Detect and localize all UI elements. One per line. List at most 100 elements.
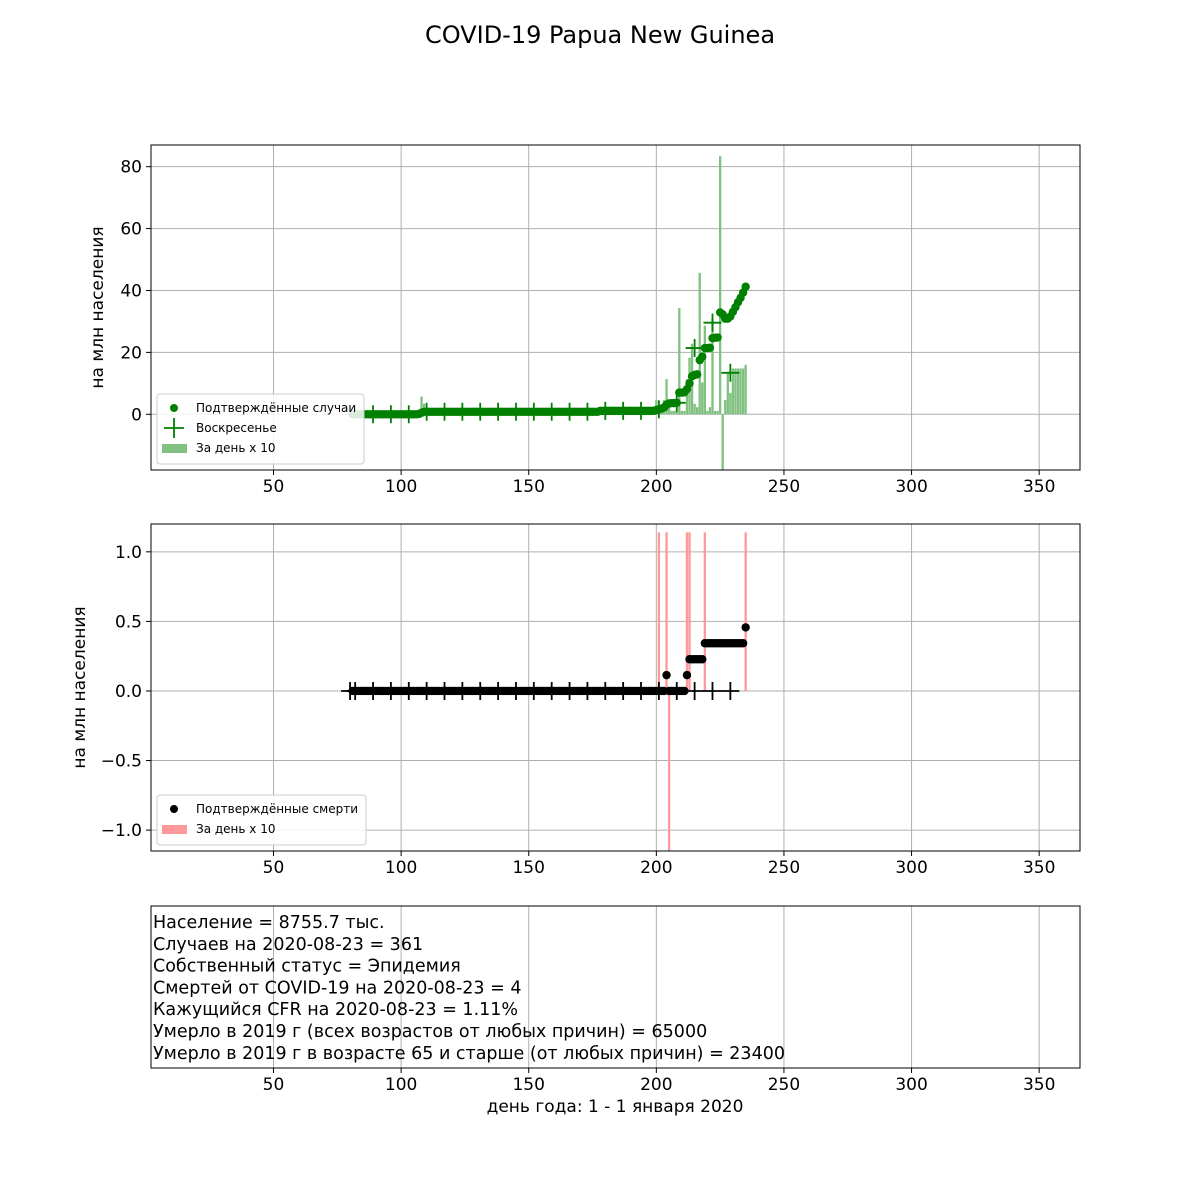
legend-label: Подтверждённые случаи (196, 401, 356, 415)
bar (744, 532, 747, 691)
legend-marker-point (170, 404, 178, 412)
bar (731, 368, 735, 415)
bar (673, 410, 676, 415)
y-tick-label: −1.0 (101, 821, 142, 841)
bar (721, 414, 724, 470)
data-point (705, 343, 715, 352)
bar (711, 318, 714, 415)
legend: Подтверждённые смерти За день x 10 (156, 794, 367, 846)
x-tick-label: 150 (512, 477, 544, 497)
x-tick-label: 300 (895, 1075, 927, 1095)
sunday-marker (721, 681, 740, 700)
x-axis-label: день года: 1 - 1 января 2020 (487, 1097, 744, 1117)
bar (667, 690, 671, 851)
bar (734, 368, 737, 415)
legend-marker-point (170, 805, 178, 813)
data-point (692, 370, 702, 379)
bar (675, 410, 678, 415)
bar (706, 410, 709, 415)
bar (698, 272, 701, 415)
data-point (741, 623, 750, 632)
data-point (713, 333, 722, 342)
y-axis-label: на млн населения (88, 226, 108, 388)
x-tick-label: 100 (385, 477, 417, 497)
info-line: Кажущийся CFR на 2020-08-23 = 1.11% (153, 1000, 518, 1020)
data-point (741, 282, 750, 291)
bar (420, 396, 423, 415)
data-point (698, 352, 707, 361)
legend-marker-plus (164, 418, 184, 438)
info-line: Население = 8755.7 тыс. (153, 913, 385, 933)
data-point (672, 398, 681, 408)
plot-area (341, 532, 750, 851)
legend-marker-bar (162, 825, 187, 834)
bar (703, 532, 706, 691)
x-tick-label: 200 (640, 858, 672, 878)
data-point (738, 639, 748, 648)
x-tick-label: 150 (512, 858, 544, 878)
y-tick-label: 60 (120, 220, 142, 240)
x-tick-label: 250 (768, 858, 800, 878)
x-tick-label: 300 (895, 477, 927, 497)
sunday-marker (685, 339, 704, 358)
bar (680, 410, 684, 415)
data-point (682, 670, 692, 680)
axes-frame (150, 523, 1081, 852)
data-point (680, 686, 689, 696)
sunday-marker (685, 681, 704, 700)
legend-marker-bar (162, 444, 187, 453)
y-tick-label: 0.5 (115, 612, 142, 632)
x-tick-label: 100 (385, 858, 417, 878)
bar (685, 379, 689, 415)
x-tick-label: 350 (1023, 477, 1055, 497)
info-panel: 50 100 150 200 250 300 350 Население = 8755.7 т… (150, 905, 1081, 1095)
x-tick-label: 200 (640, 1075, 672, 1095)
bar (708, 407, 712, 415)
axes-frame (150, 144, 1081, 471)
bar (724, 400, 727, 415)
data-point (662, 670, 671, 680)
legend: Подтверждённые случаи Воскресенье За день … (156, 393, 365, 465)
legend-box (156, 794, 367, 846)
bar (739, 368, 742, 415)
bar (718, 156, 722, 415)
x-tick-label: 50 (263, 858, 285, 878)
figure-title: COVID-19 Papua New Guinea (425, 21, 775, 49)
x-tick-label: 50 (263, 1075, 285, 1095)
bar (685, 532, 689, 691)
bar (713, 410, 717, 415)
legend-label: За день x 10 (196, 822, 275, 836)
y-axis-label: на млн населения (70, 606, 90, 768)
info-line: Умерло в 2019 г (всех возрастов от любых… (153, 1022, 707, 1042)
bar (683, 410, 686, 415)
bar (657, 532, 661, 691)
cases-panel: 50 100 150 200 250 300 350 0 20 40 60 80 на млн насе… (88, 144, 1081, 497)
bar (665, 532, 668, 691)
bar (716, 410, 719, 415)
data-point (685, 379, 694, 388)
bar (729, 392, 732, 415)
bar (741, 368, 745, 415)
info-line: Случаев на 2020-08-23 = 361 (153, 935, 423, 955)
y-tick-label: 80 (120, 158, 142, 178)
y-tick-label: 0 (131, 405, 142, 425)
x-tick-label: 350 (1023, 1075, 1055, 1095)
axes-frame (150, 905, 1081, 1069)
bar (744, 364, 747, 415)
sunday-marker (703, 681, 722, 700)
bar (726, 371, 729, 415)
x-tick-label: 150 (512, 1075, 544, 1095)
sunday-marker (703, 313, 722, 332)
info-line: Собственный статус = Эпидемия (153, 957, 461, 977)
deaths-panel: 50 100 150 200 250 300 350 1.0 0.5 0.0 −0.5 −1.0 на … (70, 523, 1081, 878)
x-tick-label: 250 (768, 1075, 800, 1095)
y-tick-label: 0.0 (115, 682, 142, 702)
x-tick-label: 250 (768, 477, 800, 497)
bar (665, 379, 668, 415)
plot-area (348, 156, 750, 470)
bar (688, 532, 691, 691)
info-line: Смертей от COVID-19 на 2020-08-23 = 4 (153, 978, 521, 998)
x-tick-label: 50 (263, 477, 285, 497)
bar (693, 403, 696, 415)
